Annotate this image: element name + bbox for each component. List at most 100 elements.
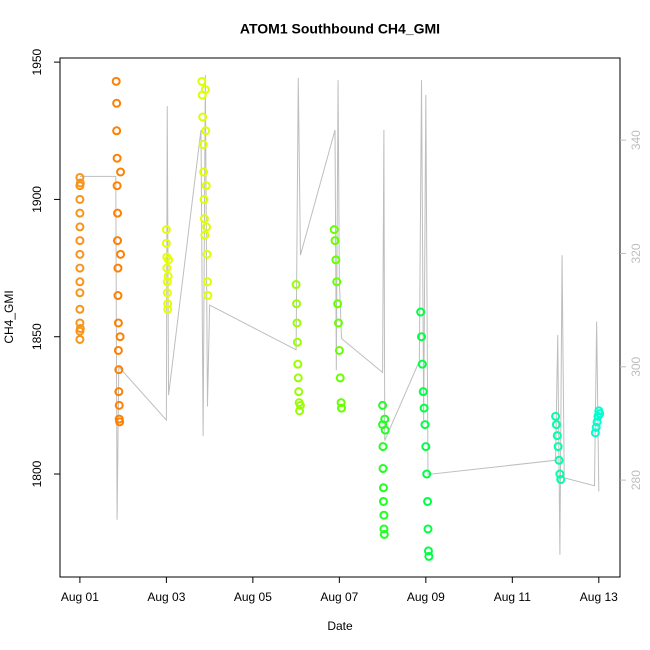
point	[201, 126, 211, 136]
point	[329, 225, 339, 235]
point	[591, 422, 601, 432]
point	[553, 442, 563, 452]
point	[295, 406, 305, 416]
point	[75, 318, 85, 328]
point	[292, 318, 302, 328]
point	[200, 85, 210, 95]
x-tick-label: Aug 01	[61, 590, 99, 604]
point	[203, 291, 213, 301]
point	[423, 496, 433, 506]
point	[113, 208, 123, 218]
point	[337, 403, 347, 413]
point	[379, 510, 389, 520]
point	[112, 126, 122, 136]
y2-tick-label: 300	[629, 356, 643, 376]
point	[161, 225, 171, 235]
point	[111, 76, 121, 86]
point	[419, 403, 429, 413]
point	[75, 172, 85, 182]
point	[164, 255, 174, 265]
x-tick-label: Aug 13	[580, 590, 618, 604]
point	[556, 475, 566, 485]
point	[112, 181, 122, 191]
point	[75, 263, 85, 273]
point	[379, 524, 389, 534]
point	[75, 236, 85, 246]
point	[115, 417, 125, 427]
point	[202, 249, 212, 259]
point	[75, 178, 85, 188]
point	[75, 277, 85, 287]
point	[202, 222, 212, 232]
point	[294, 387, 304, 397]
chart-title: ATOM1 Southbound CH4_GMI	[240, 21, 440, 37]
point	[75, 222, 85, 232]
x-tick-label: Aug 03	[147, 590, 185, 604]
point	[113, 263, 123, 273]
point	[113, 236, 123, 246]
x-tick-label: Aug 07	[320, 590, 358, 604]
point	[595, 409, 605, 419]
point	[75, 334, 85, 344]
point	[590, 428, 600, 438]
point	[379, 529, 389, 539]
y2-tick-label: 340	[629, 130, 643, 150]
x-tick-label: Aug 11	[494, 590, 531, 604]
point	[75, 288, 85, 298]
x-axis-label: Date	[327, 619, 353, 633]
y2-line	[79, 74, 600, 555]
point	[163, 304, 173, 314]
point	[116, 249, 126, 259]
y2-tick-label: 320	[629, 243, 643, 263]
point	[114, 387, 124, 397]
point	[161, 238, 171, 248]
point	[421, 442, 431, 452]
point	[75, 304, 85, 314]
point	[292, 337, 302, 347]
point	[114, 365, 124, 375]
point	[417, 332, 427, 342]
point	[336, 398, 346, 408]
point	[551, 411, 561, 421]
point	[293, 373, 303, 383]
point	[163, 299, 173, 309]
point	[330, 236, 340, 246]
point	[113, 291, 123, 301]
y-tick-label: 1900	[30, 186, 44, 213]
point	[335, 373, 345, 383]
point	[75, 323, 85, 333]
point	[75, 194, 85, 204]
point	[416, 307, 426, 317]
point	[201, 181, 211, 191]
point	[333, 299, 343, 309]
point	[423, 524, 433, 534]
point	[331, 255, 341, 265]
plot-frame	[59, 57, 621, 578]
point	[592, 417, 602, 427]
point	[380, 425, 390, 435]
x-tick-label: Aug 05	[234, 590, 272, 604]
point	[199, 194, 209, 204]
point	[162, 277, 172, 287]
point	[162, 263, 172, 273]
point	[197, 76, 207, 86]
point	[552, 431, 562, 441]
point	[198, 112, 208, 122]
point	[200, 230, 210, 240]
point	[162, 288, 172, 298]
point	[75, 249, 85, 259]
point	[291, 280, 301, 290]
point	[551, 420, 561, 430]
point	[199, 214, 209, 224]
point	[424, 551, 434, 561]
point	[293, 359, 303, 369]
x-tick-label: Aug 09	[407, 590, 445, 604]
y-tick-label: 1800	[30, 460, 44, 487]
point	[378, 483, 388, 493]
point	[113, 345, 123, 355]
point	[114, 400, 124, 410]
point	[116, 167, 126, 177]
